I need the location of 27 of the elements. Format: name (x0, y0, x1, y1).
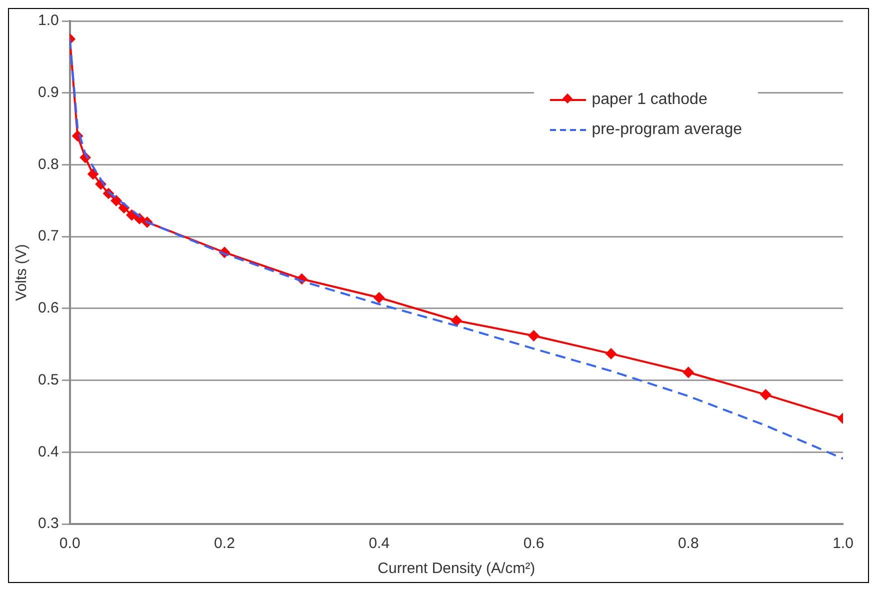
point (110, 195, 122, 206)
legend-label: paper 1 cathode (592, 91, 708, 109)
y-tick-label: 0.8 (38, 156, 59, 173)
y-tick-label: 1.0 (38, 12, 59, 30)
x-tick-label: 0.6 (523, 535, 544, 552)
y-tick-label: 0.7 (38, 228, 59, 245)
y-tick-label: 0.4 (38, 443, 59, 460)
x-tick-label: 0.4 (368, 535, 390, 552)
x-axis-title: Current Density (A/cm²) (378, 560, 536, 578)
point (682, 366, 694, 378)
point (374, 292, 385, 304)
y-tick-label: 0.9 (38, 84, 59, 101)
point (126, 210, 138, 221)
point (88, 168, 99, 180)
x-tick-label: 0.8 (678, 535, 699, 552)
x-tick-label: 0.0 (59, 535, 80, 552)
point (450, 315, 462, 326)
legend-label: pre-program average (592, 121, 742, 139)
y-tick-label: 0.3 (38, 515, 59, 532)
y-tick-label: 0.6 (38, 300, 59, 317)
x-tick-label: 0.2 (214, 535, 235, 552)
point (528, 330, 540, 342)
point (760, 389, 772, 400)
x-tick-label: 1.0 (832, 535, 854, 552)
point (606, 348, 617, 360)
y-tick-label: 0.5 (38, 371, 59, 388)
y-axis-title: Volts (V) (13, 244, 30, 301)
